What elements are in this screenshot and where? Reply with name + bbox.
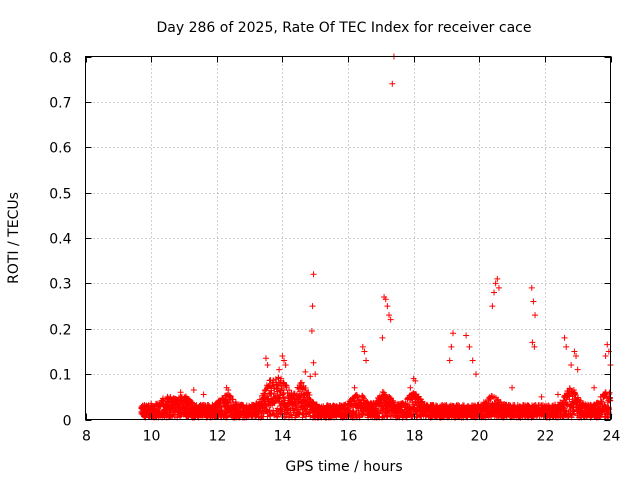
y-tick-label: 0 [63, 414, 72, 430]
data-point [224, 413, 231, 420]
x-tick-label: 14 [274, 429, 292, 445]
data-point [306, 391, 313, 398]
y-tick-label: 0.7 [49, 96, 71, 112]
data-point [271, 412, 278, 419]
y-tick-label: 0.2 [49, 323, 71, 339]
y-tick-label: 0.1 [49, 368, 71, 384]
data-point [274, 413, 281, 420]
data-point [373, 405, 380, 412]
data-point [277, 402, 284, 409]
data-point [302, 385, 309, 392]
y-tick-label: 0.4 [49, 232, 71, 248]
data-point [313, 401, 320, 408]
data-point [227, 393, 234, 400]
data-point [381, 391, 388, 398]
data-point [189, 399, 196, 406]
data-point [277, 388, 284, 395]
data-point [283, 383, 290, 390]
x-tick-label: 10 [143, 429, 161, 445]
y-axis-label: ROTI / TECUs [6, 192, 22, 284]
x-tick-label: 20 [471, 429, 489, 445]
x-tick-label: 8 [82, 429, 91, 445]
data-point [364, 399, 371, 406]
x-tick-label: 22 [537, 429, 555, 445]
data-point [360, 393, 367, 400]
data-point [185, 396, 192, 403]
x-tick-label: 16 [340, 429, 358, 445]
data-point [278, 375, 285, 382]
y-tick-label: 0.3 [49, 277, 71, 293]
data-point [305, 389, 312, 396]
data-points [138, 53, 614, 421]
y-tick-label: 0.8 [49, 51, 71, 67]
data-point [255, 408, 262, 415]
x-tick-label: 24 [603, 429, 621, 445]
y-tick-label: 0.6 [49, 141, 71, 157]
data-point [266, 407, 273, 414]
chart-title: Day 286 of 2025, Rate Of TEC Index for r… [157, 20, 532, 36]
data-point [282, 381, 289, 388]
data-point [405, 401, 412, 408]
x-axis-label: GPS time / hours [285, 459, 402, 475]
data-point [354, 393, 361, 400]
data-point [346, 407, 353, 414]
x-tick-label: 12 [209, 429, 227, 445]
grid-lines [85, 56, 611, 420]
x-tick-label: 18 [406, 429, 424, 445]
y-tick-label: 0.5 [49, 187, 71, 203]
